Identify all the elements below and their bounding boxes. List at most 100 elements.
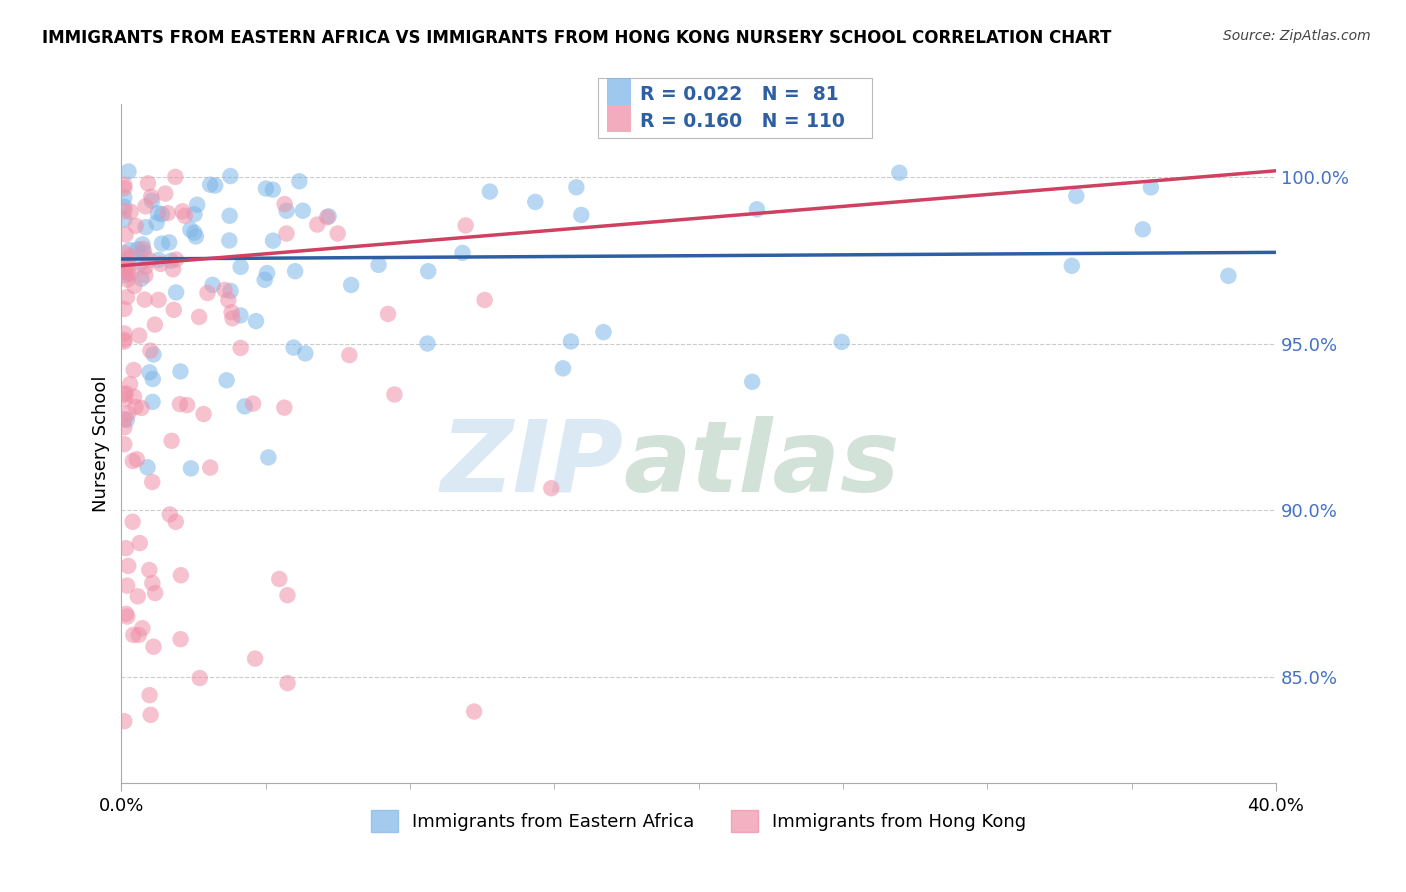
Point [131, 401, 153, 415]
Text: ZIP: ZIP [440, 416, 624, 513]
Point [112, 714, 135, 729]
Point [131, 271, 153, 285]
Point [219, 284, 242, 298]
Point [262, 183, 284, 197]
Point [117, 262, 139, 277]
Point [262, 234, 284, 248]
Point [112, 437, 135, 451]
Point [831, 334, 853, 349]
Point [219, 169, 242, 183]
Point [165, 515, 187, 529]
Point [117, 252, 139, 267]
Point [115, 290, 138, 304]
Point [176, 398, 198, 412]
Point [316, 210, 339, 224]
Point [112, 333, 135, 347]
Point [112, 326, 135, 341]
Point [160, 253, 183, 268]
Point [165, 285, 187, 300]
Point [132, 245, 155, 260]
Point [560, 334, 582, 349]
Point [112, 265, 135, 279]
Point [134, 199, 156, 213]
Point [128, 628, 150, 642]
Point [112, 204, 135, 219]
Point [326, 227, 349, 241]
Point [1132, 222, 1154, 236]
Point [139, 707, 162, 722]
Point [117, 273, 139, 287]
Point [121, 454, 143, 468]
Point [337, 348, 360, 362]
Point [204, 178, 226, 193]
Point [257, 450, 280, 465]
Point [112, 412, 135, 426]
Point [138, 688, 160, 702]
Point [1140, 180, 1163, 194]
Point [276, 203, 298, 218]
Point [127, 590, 149, 604]
Point [122, 363, 145, 377]
Point [120, 204, 142, 219]
Point [188, 310, 211, 324]
Point [184, 229, 207, 244]
Point [141, 189, 163, 203]
Point [307, 218, 329, 232]
Point [141, 576, 163, 591]
Point [294, 346, 316, 360]
Point [146, 206, 169, 220]
Y-axis label: Nursery School: Nursery School [93, 376, 110, 512]
Point [1066, 189, 1088, 203]
Point [112, 387, 135, 401]
Point [135, 220, 157, 235]
Point [114, 227, 136, 242]
Point [141, 475, 163, 489]
Point [162, 262, 184, 277]
Point [592, 325, 614, 339]
Point [120, 377, 142, 392]
Point [418, 264, 440, 278]
Point [169, 632, 191, 647]
Point [169, 364, 191, 378]
Point [276, 227, 298, 241]
Point [115, 579, 138, 593]
Point [229, 260, 252, 274]
Point [551, 361, 574, 376]
Point [117, 266, 139, 280]
Point [131, 256, 153, 270]
Point [193, 407, 215, 421]
Point [114, 259, 136, 273]
Point [416, 336, 439, 351]
Point [142, 372, 165, 386]
Point [112, 334, 135, 349]
Point [122, 390, 145, 404]
Point [150, 207, 173, 221]
Point [141, 194, 163, 208]
Point [128, 328, 150, 343]
Point [128, 536, 150, 550]
Point [160, 434, 183, 448]
Point [283, 341, 305, 355]
Point [169, 397, 191, 411]
Point [157, 235, 180, 250]
Point [188, 671, 211, 685]
Point [889, 166, 911, 180]
Point [132, 242, 155, 256]
Point [124, 279, 146, 293]
Point [288, 174, 311, 188]
Text: R = 0.022   N =  81: R = 0.022 N = 81 [640, 85, 838, 104]
Point [118, 249, 141, 263]
Point [136, 177, 159, 191]
Point [156, 206, 179, 220]
Text: IMMIGRANTS FROM EASTERN AFRICA VS IMMIGRANTS FROM HONG KONG NURSERY SCHOOL CORRE: IMMIGRANTS FROM EASTERN AFRICA VS IMMIGR… [42, 29, 1112, 46]
Point [148, 252, 170, 267]
Point [198, 178, 221, 192]
Point [569, 208, 592, 222]
Point [245, 314, 267, 328]
Point [112, 301, 135, 316]
Point [115, 541, 138, 555]
Point [269, 572, 291, 586]
Point [122, 628, 145, 642]
Point [124, 400, 146, 414]
Point [183, 226, 205, 240]
